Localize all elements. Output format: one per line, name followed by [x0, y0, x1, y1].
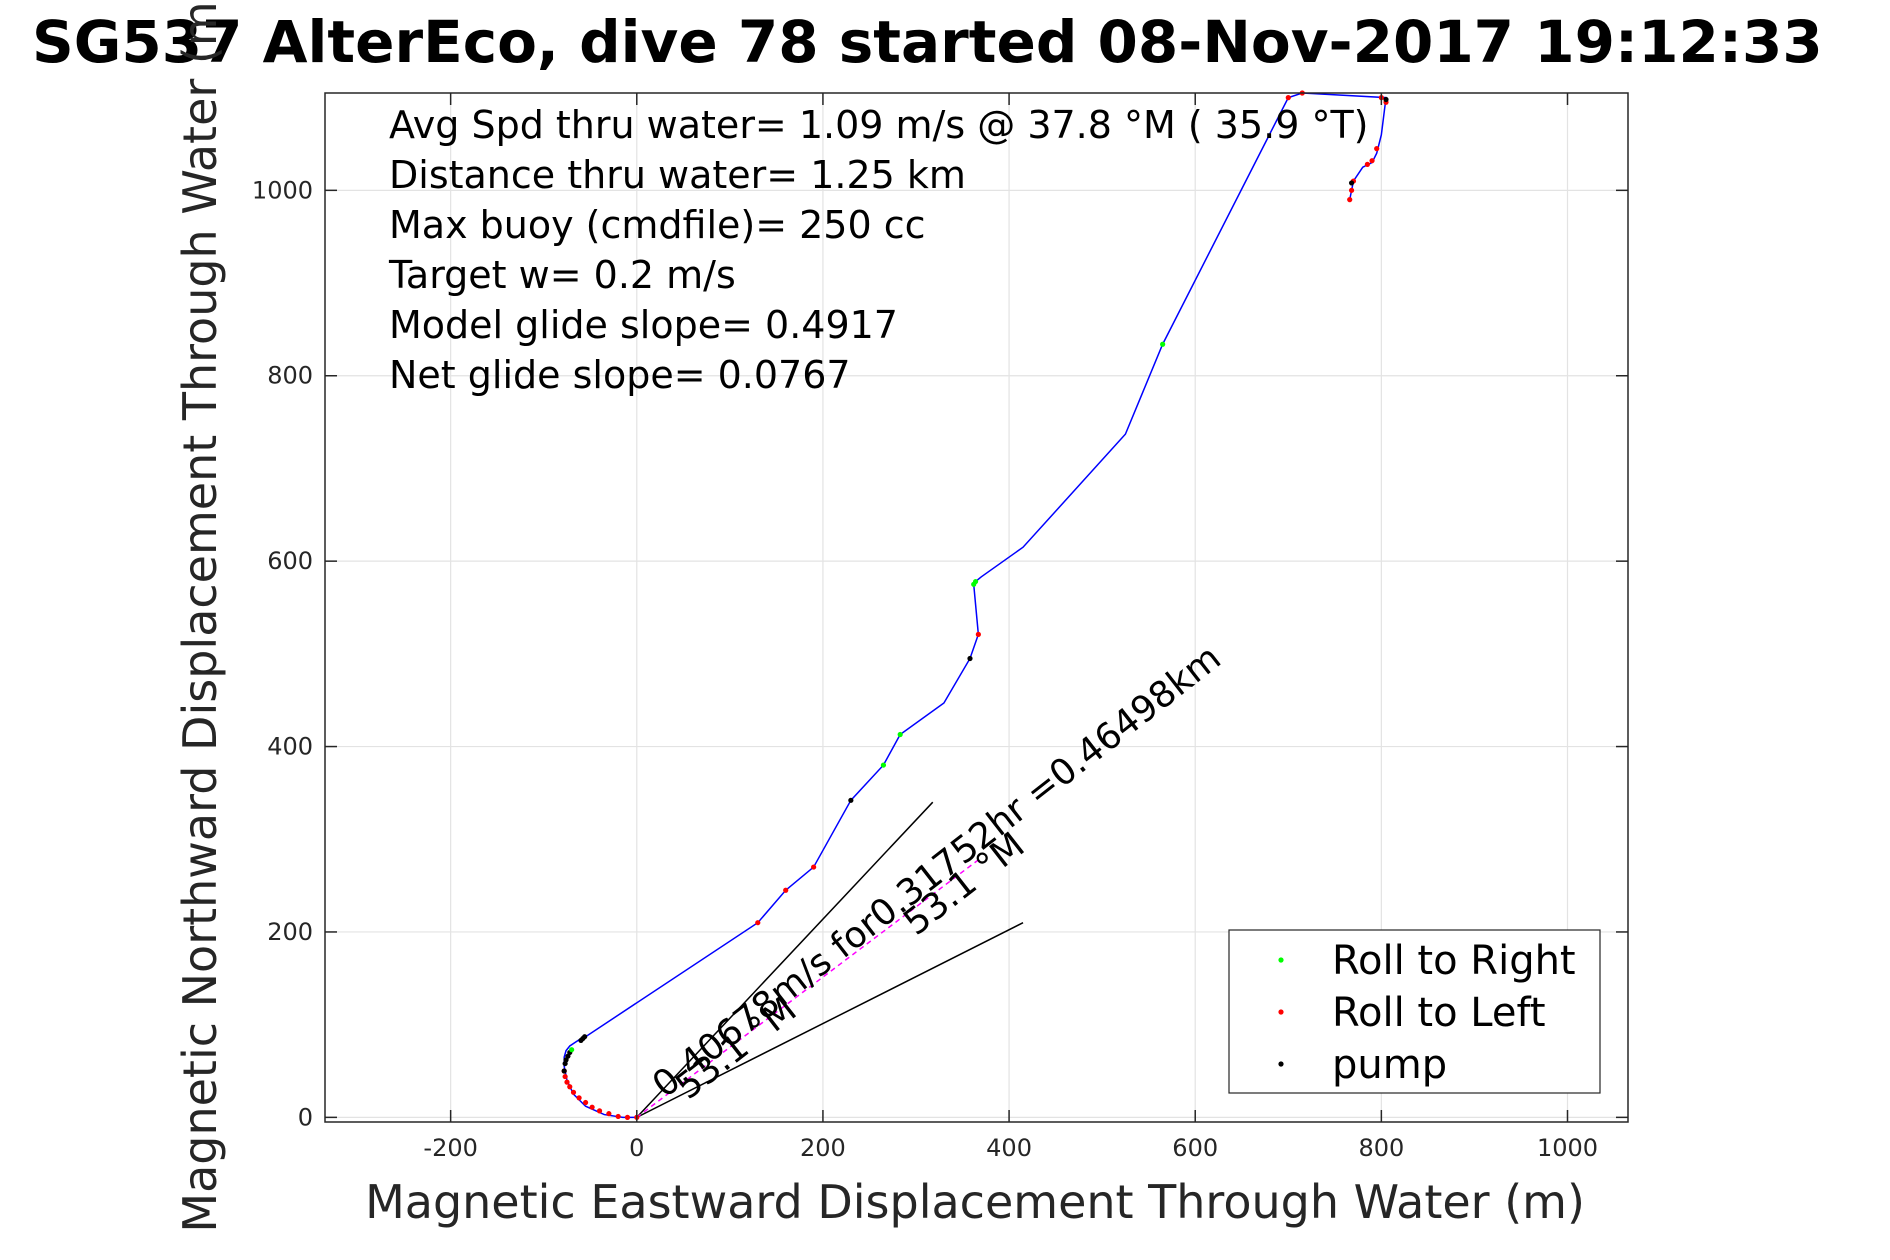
- roll-left-point: [1285, 95, 1291, 101]
- heading-line: [636, 922, 1024, 1119]
- legend-entry: Roll to Right: [1332, 938, 1576, 984]
- x-tick-label: 600: [1172, 1134, 1218, 1162]
- roll-left-point: [589, 1104, 595, 1110]
- x-tick-label: 200: [800, 1134, 846, 1162]
- roll-left-point: [583, 1099, 589, 1106]
- legend-marker: [1278, 957, 1284, 963]
- y-tick-label: 200: [267, 918, 313, 946]
- roll-left-point: [975, 631, 981, 637]
- y-tick-label: 1000: [252, 176, 313, 204]
- dive-info: Avg Spd thru water= 1.09 m/s @ 37.8 °M (…: [388, 103, 1369, 397]
- roll-left-point: [1364, 161, 1370, 167]
- series-layer: [561, 90, 1389, 1120]
- pump-point: [582, 1034, 588, 1040]
- roll-left-point: [1369, 158, 1375, 164]
- legend-entry: pump: [1332, 1042, 1447, 1088]
- y-tick-label: 400: [267, 733, 313, 761]
- x-tick-label: 800: [1358, 1134, 1404, 1162]
- roll-left-point: [1374, 146, 1380, 152]
- roll-right-point: [880, 762, 887, 768]
- axis-ticks: -200 0 200 400 600 800 1000 0 200 400 600 800 1000: [252, 93, 1628, 1162]
- y-tick-label: 800: [267, 362, 313, 390]
- roll-left-point: [576, 1095, 582, 1101]
- info-line: Model glide slope= 0.4917: [389, 303, 898, 347]
- chart-title: SG537 AlterEco, dive 78 started 08-Nov-2…: [32, 8, 1823, 76]
- roll-left-point: [624, 1114, 631, 1120]
- roll-left-point: [596, 1108, 603, 1114]
- info-line: Target w= 0.2 m/s: [388, 253, 736, 297]
- x-tick-label: 0: [629, 1134, 644, 1162]
- legend: Roll to Right Roll to Left pump: [1228, 929, 1601, 1094]
- roll-left-point: [615, 1113, 621, 1120]
- pump-point: [848, 797, 854, 803]
- heading-lines: [636, 801, 1024, 1119]
- info-line: Net glide slope= 0.0767: [389, 353, 851, 397]
- roll-left-point: [783, 887, 789, 893]
- roll-right-point: [972, 578, 979, 585]
- roll-left-point: [755, 920, 761, 926]
- roll-right-point: [569, 1047, 575, 1053]
- y-axis-label: Magnetic Northward Displacement Through …: [173, 0, 227, 1233]
- y-tick-label: 600: [267, 547, 313, 575]
- roll-left-point: [1348, 187, 1355, 193]
- plot-frame: [324, 92, 1629, 1123]
- x-tick-label: -200: [423, 1134, 477, 1162]
- x-tick-label: 1000: [1537, 1134, 1598, 1162]
- roll-left-point: [1347, 197, 1353, 203]
- grid: [325, 93, 1628, 1122]
- legend-box: [1228, 929, 1601, 1094]
- roll-left-point: [562, 1073, 568, 1080]
- roll-right-point: [1160, 341, 1166, 347]
- roll-left-point: [570, 1089, 577, 1095]
- roll-left-point: [567, 1084, 573, 1090]
- roll-right-point: [897, 731, 903, 738]
- pump-point: [1348, 180, 1355, 186]
- pump-point: [561, 1068, 567, 1074]
- legend-marker: [1278, 1009, 1284, 1015]
- legend-marker: [1278, 1061, 1284, 1067]
- y-tick-label: 0: [298, 1103, 313, 1131]
- pump-point: [967, 655, 973, 662]
- roll-left-point: [564, 1079, 570, 1085]
- info-line: Distance thru water= 1.25 km: [389, 153, 966, 197]
- heading-line: [636, 801, 934, 1118]
- info-line: Avg Spd thru water= 1.09 m/s @ 37.8 °M (…: [389, 103, 1369, 147]
- x-tick-label: 400: [986, 1134, 1032, 1162]
- x-axis-label: Magnetic Eastward Displacement Through W…: [365, 1175, 1585, 1229]
- roll-left-point: [606, 1111, 612, 1117]
- pump-point: [1383, 96, 1389, 103]
- info-line: Max buoy (cmdfile)= 250 cc: [389, 203, 926, 247]
- legend-entry: Roll to Left: [1332, 990, 1546, 1036]
- roll-left-point: [811, 864, 817, 870]
